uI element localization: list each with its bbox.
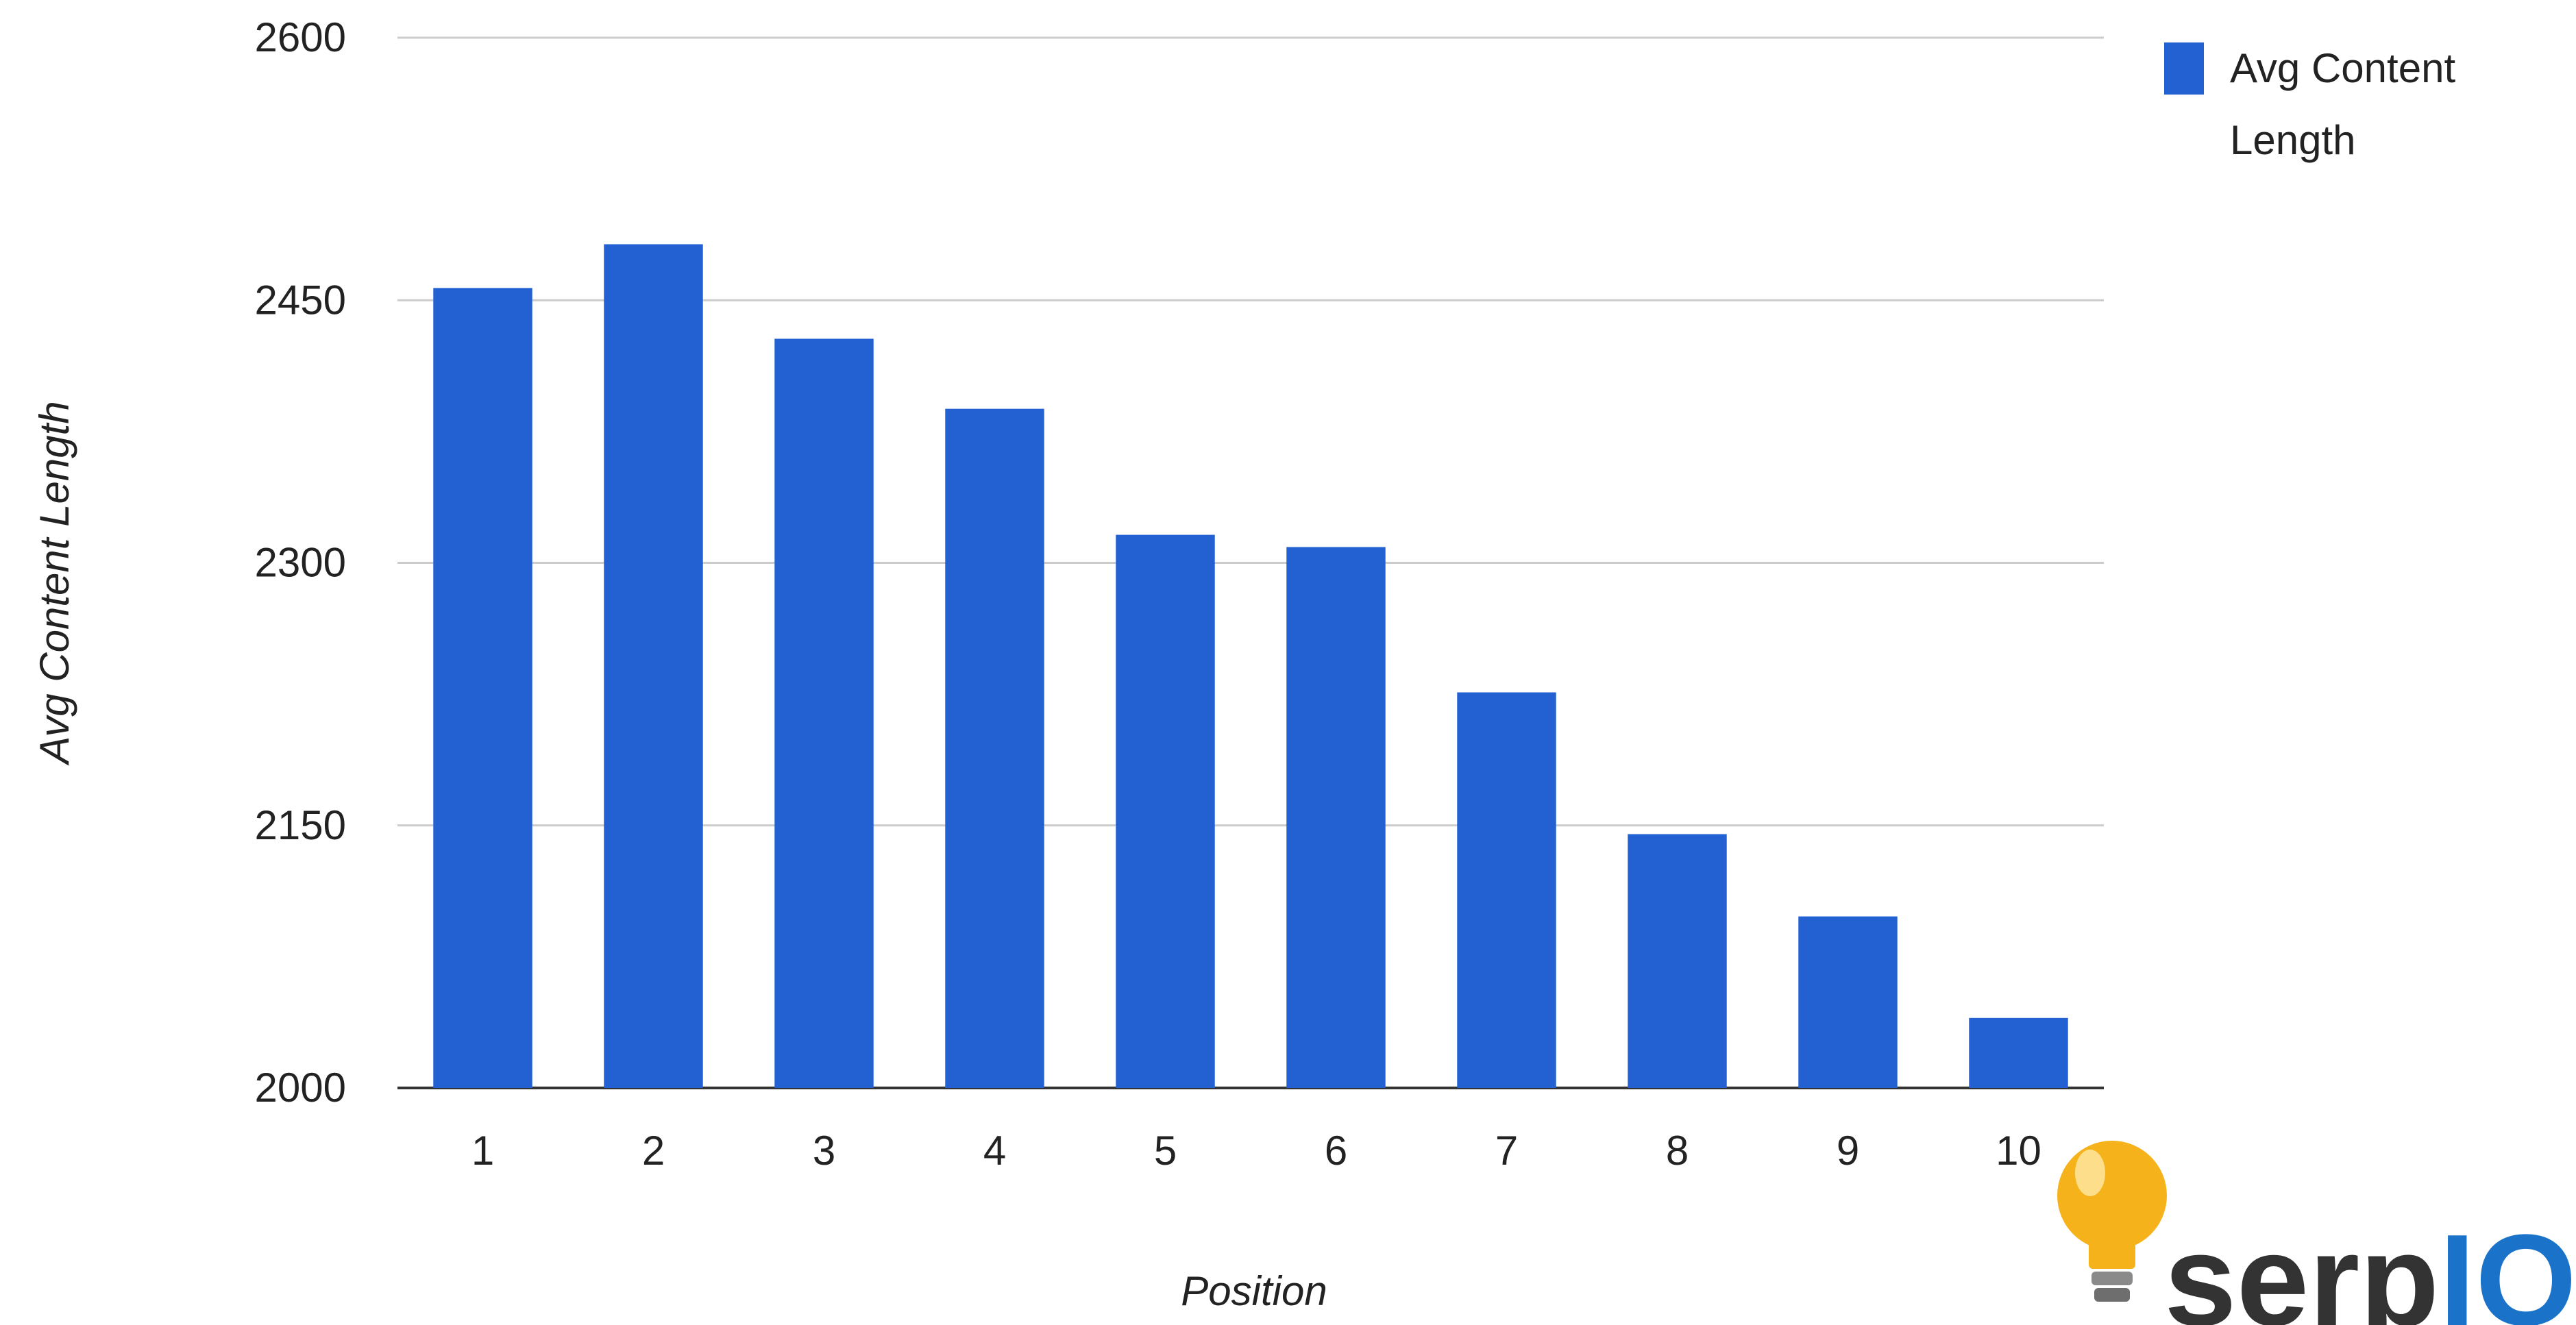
y-axis-title: Avg Content Length [32,401,77,765]
bar-position-10 [1969,1017,2068,1088]
x-tick-label: 4 [983,1128,1006,1174]
bar-position-7 [1457,692,1556,1088]
x-tick-label: 6 [1325,1128,1347,1174]
y-tick-labels: 2000 2150 2300 2450 2600 [255,14,346,1111]
bar-position-4 [945,408,1044,1088]
x-tick-label: 8 [1666,1128,1689,1174]
y-tick-label: 2600 [255,14,346,60]
legend-swatch [2164,42,2204,95]
x-tick-label: 7 [1495,1128,1518,1174]
logo-text-serp: serp [2164,1208,2439,1325]
bar-position-8 [1628,834,1727,1088]
y-tick-label: 2300 [255,540,346,586]
x-tick-label: 5 [1154,1128,1177,1174]
serpiq-logo: serpIQ [2057,1141,2576,1325]
legend-label-line-2: Length [2230,117,2356,163]
x-tick-label: 1 [471,1128,494,1174]
lightbulb-icon [2057,1141,2167,1302]
x-tick-label: 10 [1996,1128,2041,1174]
bar-position-9 [1798,916,1898,1088]
legend-label-line-1: Avg Content [2230,45,2455,91]
x-axis-title: Position [1181,1268,1327,1314]
x-tick-label: 2 [642,1128,665,1174]
bar-position-3 [774,338,874,1089]
x-tick-label: 3 [813,1128,835,1174]
x-tick-label: 9 [1837,1128,1859,1174]
y-tick-label: 2450 [255,277,346,323]
logo-text-iq: IQ [2439,1208,2576,1325]
bars [433,244,2068,1089]
bar-position-5 [1116,534,1215,1088]
y-tick-label: 2000 [255,1065,346,1111]
bar-position-6 [1286,547,1386,1088]
legend-label: Avg Content Length [2230,45,2467,163]
svg-text:serpIQ: serpIQ [2164,1208,2576,1325]
x-tick-labels: 1 2 3 4 5 6 7 8 9 10 [471,1128,2041,1174]
bar-position-1 [433,288,532,1088]
legend: Avg Content Length [2164,42,2467,163]
bar-position-2 [604,244,703,1088]
y-tick-label: 2150 [255,802,346,848]
